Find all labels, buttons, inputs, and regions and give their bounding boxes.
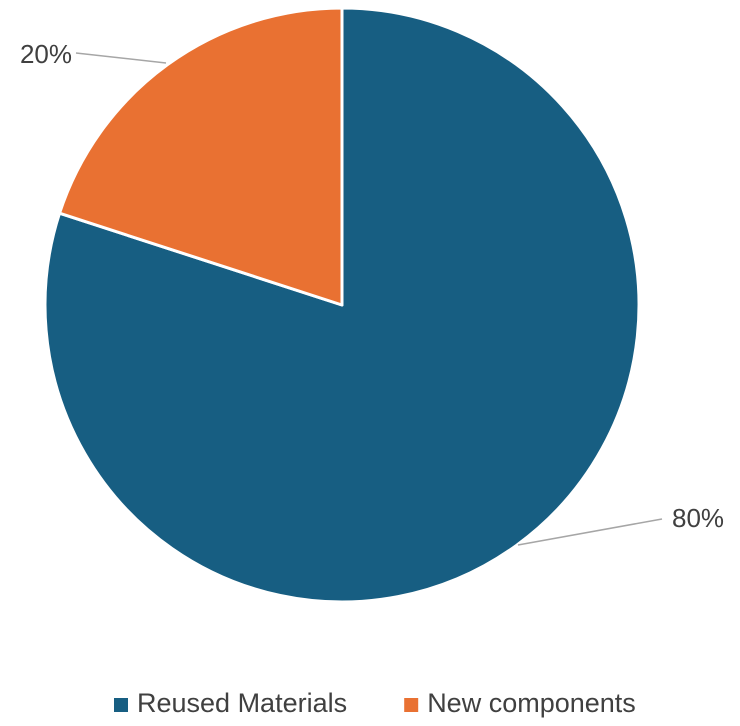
data-label-new-components: 20% — [20, 39, 72, 69]
leader-line-reused-materials — [517, 518, 663, 546]
legend-label-reused-materials: Reused Materials — [137, 688, 347, 718]
legend-item-reused-materials: Reused Materials — [114, 688, 347, 718]
legend: Reused Materials New components — [114, 688, 636, 718]
data-labels: 80% 20% — [20, 39, 724, 533]
pie-slice-new-components — [58, 6, 344, 307]
data-label-reused-materials: 80% — [672, 503, 724, 533]
pie-slices — [43, 6, 641, 604]
legend-swatch-reused-materials — [114, 698, 128, 712]
legend-label-new-components: New components — [427, 688, 636, 718]
legend-item-new-components: New components — [404, 688, 636, 718]
leader-lines — [75, 52, 663, 546]
legend-swatch-new-components — [404, 698, 419, 712]
leader-line-new-components — [75, 52, 167, 64]
